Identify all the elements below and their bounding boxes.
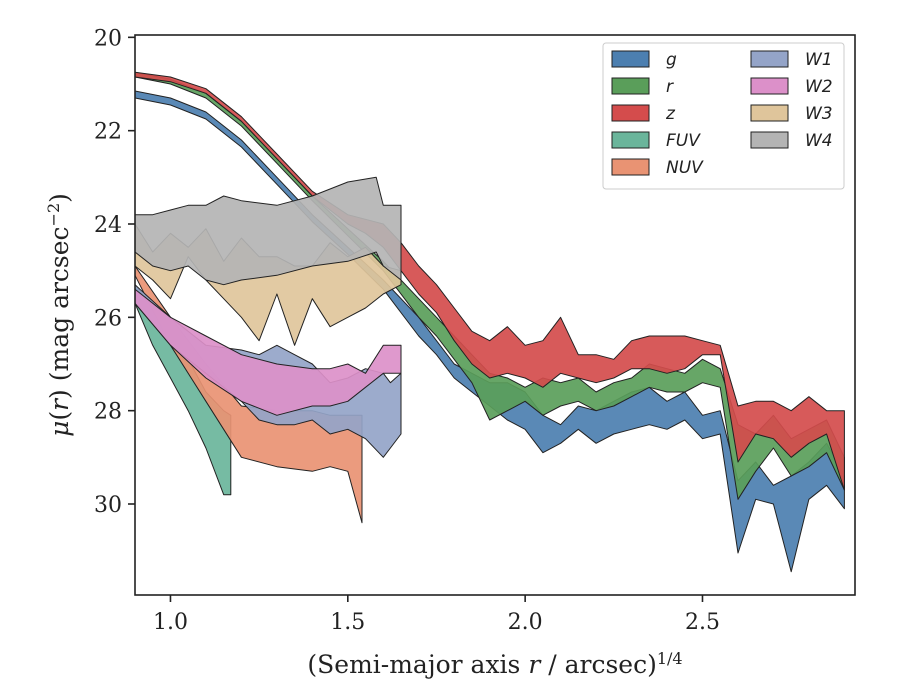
legend-swatch-w3 [750, 104, 789, 122]
legend-label-g: g [666, 50, 677, 70]
legend-swatch-w4 [750, 131, 789, 149]
y-axis-label: μ(r) (mag arcsec−2) [44, 193, 75, 437]
band-nuv [135, 265, 363, 524]
series-layer [135, 71, 845, 573]
legend-label-z: z [665, 104, 676, 124]
legend-label-w1: W1 [805, 50, 833, 70]
legend-swatch-g [611, 50, 650, 68]
legend-items: grz FUV NUV W1 W2 W3 W4 [611, 50, 833, 178]
band-w4 [135, 176, 402, 286]
legend-swatch-r [611, 77, 650, 95]
x-axis-ticks: 1.0 1.5 2.0 2.5 [153, 595, 720, 635]
legend-swatch-w2 [750, 77, 789, 95]
x-tick-label: 1.0 [153, 610, 188, 635]
y-tick-label: 22 [94, 120, 122, 145]
y-axis-ticks: 20 22 24 26 28 30 [94, 26, 135, 518]
y-tick-label: 28 [94, 400, 122, 425]
y-tick-label: 20 [94, 26, 122, 51]
legend-label-w4: W4 [805, 131, 833, 151]
legend-label-w2: W2 [805, 77, 833, 97]
x-axis-label: (Semi-major axis r / arcsec)1/4 [307, 649, 682, 680]
legend-label-nuv: NUV [666, 158, 704, 178]
legend-swatch-fuv [611, 131, 650, 149]
legend-label-fuv: FUV [666, 131, 701, 151]
y-tick-label: 24 [94, 213, 122, 238]
legend-swatch-z [611, 104, 650, 122]
legend-swatch-w1 [750, 50, 789, 68]
legend: grz FUV NUV W1 W2 W3 W4 [602, 42, 845, 190]
band-z [135, 71, 845, 491]
legend-label-r: r [666, 77, 674, 97]
x-tick-label: 2.5 [685, 610, 720, 635]
y-tick-label: 30 [94, 493, 122, 518]
plot-frame [134, 34, 856, 596]
band-w2 [135, 288, 402, 416]
x-tick-label: 2.0 [508, 610, 543, 635]
legend-label-w3: W3 [805, 104, 833, 124]
legend-swatch-nuv [611, 158, 650, 176]
y-tick-label: 26 [94, 306, 122, 331]
x-tick-label: 1.5 [330, 610, 365, 635]
